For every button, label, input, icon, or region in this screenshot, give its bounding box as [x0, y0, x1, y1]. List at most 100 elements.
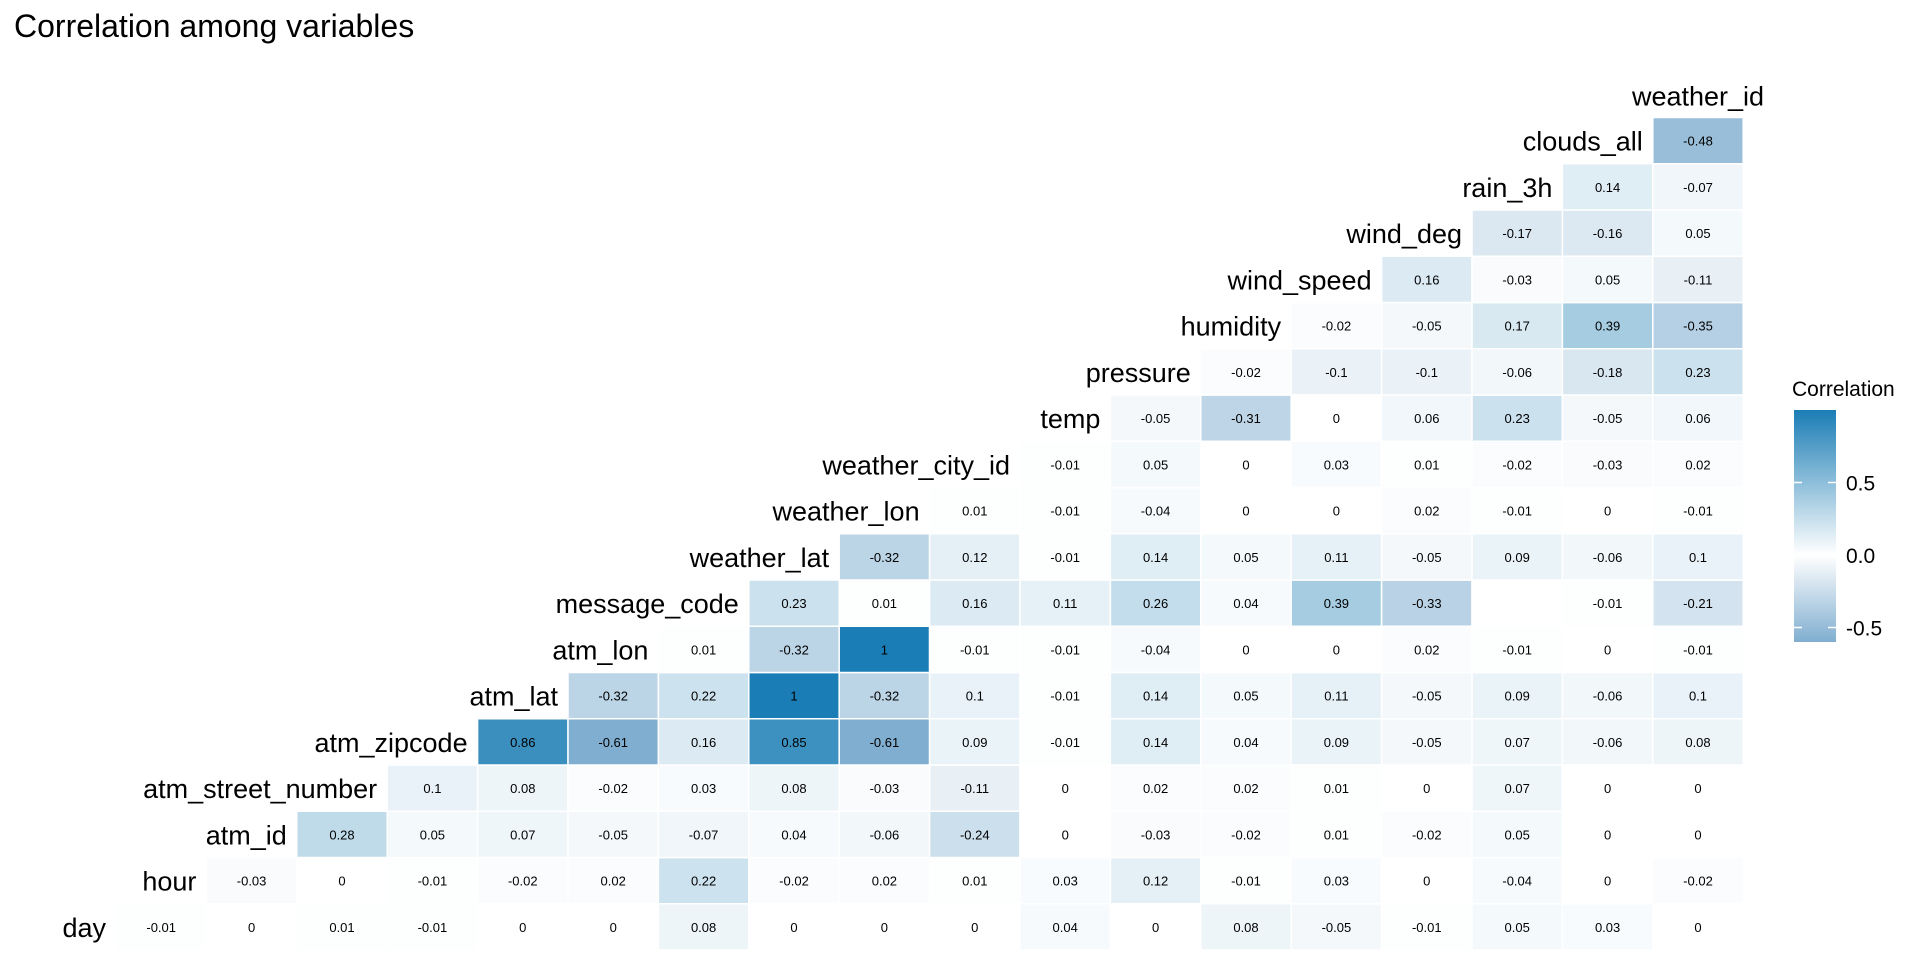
heatmap-cell: [1019, 903, 1112, 951]
heatmap-cell: [1290, 625, 1383, 674]
cell-value: 0.08: [1685, 735, 1710, 750]
cell-value: 0: [1604, 874, 1611, 889]
cell-value: 0.86: [510, 735, 535, 750]
row-label-weather-id: weather_id: [1631, 82, 1764, 112]
cell-value: 0.02: [1233, 781, 1258, 796]
heatmap-cell: [115, 903, 208, 951]
heatmap-cell: [1561, 810, 1654, 859]
heatmap-cell: [386, 903, 479, 951]
heatmap-cell: [1380, 764, 1473, 812]
heatmap-cell: [1200, 533, 1292, 581]
legend-ticks: 0.5 0.0 -0.5: [1794, 473, 1882, 641]
heatmap-cell: [1471, 579, 1564, 627]
cell-value: 0.1: [1689, 689, 1707, 704]
cell-value: 0: [1604, 504, 1611, 519]
heatmap-cell: [1019, 440, 1112, 489]
cell-value: 0.02: [1143, 781, 1168, 796]
cell-value: 0: [1152, 920, 1159, 935]
heatmap-cell: [1290, 671, 1383, 720]
cell-value: -0.01: [1231, 874, 1261, 889]
row-label-message-code: message_code: [556, 589, 739, 619]
cell-value: -0.01: [1502, 504, 1532, 519]
heatmap-cell: [928, 718, 1021, 766]
heatmap-cell: [1290, 440, 1383, 489]
heatmap-cell: [1652, 209, 1744, 257]
heatmap-cell: [567, 671, 660, 720]
heatmap-cell: [1109, 903, 1202, 951]
heatmap-cell: [1109, 440, 1202, 489]
cell-value: 0.05: [1505, 920, 1530, 935]
heatmap-cell: [1561, 163, 1654, 211]
heatmap-cell: [1019, 671, 1112, 720]
cell-value: -0.32: [870, 550, 900, 565]
heatmap-cell: [567, 903, 660, 951]
heatmap-cell: [476, 718, 569, 766]
heatmap-cell: [1380, 903, 1473, 951]
heatmap-cell: [838, 903, 931, 951]
heatmap-cell: [1652, 579, 1744, 627]
cell-value: -0.16: [1593, 226, 1623, 241]
cell-value: -0.03: [1593, 457, 1623, 472]
heatmap-cell: [1200, 579, 1292, 627]
cell-value: 0.05: [1685, 226, 1710, 241]
legend-tick-label: -0.5: [1846, 618, 1882, 641]
heatmap-cell: [567, 764, 660, 812]
heatmap-cell: [1652, 856, 1744, 905]
cell-value: 0.01: [1414, 457, 1439, 472]
cell-value: 0.01: [1324, 781, 1349, 796]
cell-value: -0.17: [1502, 226, 1532, 241]
heatmap-cell: [205, 856, 298, 905]
cell-value: -0.04: [1141, 504, 1171, 519]
cell-value: -0.02: [779, 874, 809, 889]
cell-value: 0: [1242, 457, 1249, 472]
cell-value: 0.14: [1143, 735, 1168, 750]
cell-value: 0.09: [1505, 689, 1530, 704]
cell-value: -0.01: [1050, 504, 1080, 519]
cell-value: 0.39: [1324, 596, 1349, 611]
cell-value: 0.03: [1324, 874, 1349, 889]
cell-value: 1: [790, 689, 797, 704]
cell-value: 0.05: [1233, 689, 1258, 704]
cell-value: -0.05: [1593, 411, 1623, 426]
heatmap-cell: [1652, 255, 1744, 304]
row-label-weather-lat: weather_lat: [689, 543, 830, 573]
cell-value: 0.03: [1324, 457, 1349, 472]
cell-value: 0.16: [691, 735, 716, 750]
cell-value: -0.31: [1231, 411, 1261, 426]
row-label-atm-id: atm_id: [206, 820, 287, 850]
cell-value: -0.02: [1412, 827, 1442, 842]
cell-value: 0.01: [329, 920, 354, 935]
cell-value: 0.07: [1505, 781, 1530, 796]
heatmap-cell: [1380, 533, 1473, 581]
cell-value: 0: [1423, 781, 1430, 796]
cell-value: -0.01: [146, 920, 176, 935]
heatmap-cell: [1652, 764, 1744, 812]
cell-value: 0: [610, 920, 617, 935]
cell-value: -0.06: [1593, 689, 1623, 704]
heatmap-cell: [1561, 301, 1654, 350]
heatmap-cell: [838, 718, 931, 766]
cell-value: -0.01: [1412, 920, 1442, 935]
cell-value: 0.01: [962, 504, 987, 519]
cell-value: -0.05: [1141, 411, 1171, 426]
cell-value: -0.02: [1322, 319, 1352, 334]
cell-value: -0.02: [508, 874, 538, 889]
cell-value: -0.32: [598, 689, 628, 704]
cell-value: -0.05: [1322, 920, 1352, 935]
cell-value: -0.35: [1683, 319, 1713, 334]
cell-value: -0.06: [1593, 550, 1623, 565]
row-label-atm-zipcode: atm_zipcode: [315, 728, 468, 758]
heatmap-cell: [1561, 903, 1654, 951]
heatmap-cell: [1290, 579, 1383, 627]
cell-value: 0.06: [1414, 411, 1439, 426]
cell-value: -0.05: [1412, 735, 1442, 750]
row-label-atm-lon: atm_lon: [552, 635, 648, 665]
row-label-weather-lon: weather_lon: [771, 497, 919, 527]
cell-value: -0.33: [1412, 596, 1442, 611]
heatmap-cell: [1652, 718, 1744, 766]
heatmap-cell: [1652, 440, 1744, 489]
heatmap-cell: [1652, 671, 1744, 720]
cell-value: 0.28: [329, 827, 354, 842]
cell-value: 0.09: [962, 735, 987, 750]
heatmap-cell: [567, 810, 660, 859]
